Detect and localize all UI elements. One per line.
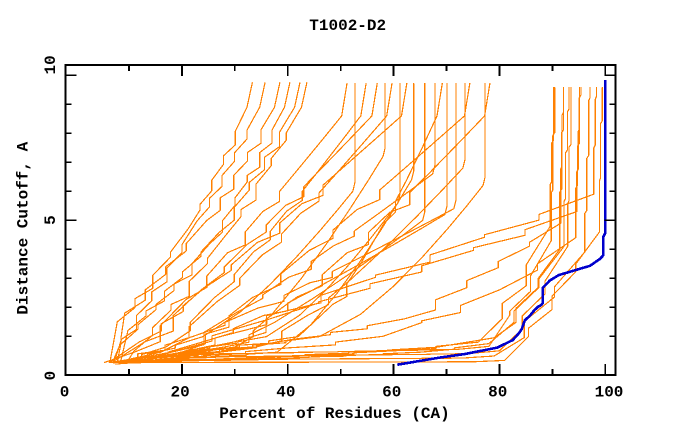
svg-text:80: 80 [488, 384, 507, 402]
svg-text:Percent of Residues (CA): Percent of Residues (CA) [219, 405, 449, 423]
svg-text:0: 0 [60, 384, 70, 402]
svg-text:20: 20 [170, 384, 189, 402]
svg-text:100: 100 [595, 384, 624, 402]
svg-text:40: 40 [276, 384, 295, 402]
svg-text:T1002-D2: T1002-D2 [309, 17, 386, 35]
svg-text:5: 5 [42, 215, 60, 225]
svg-text:10: 10 [42, 55, 60, 74]
svg-text:60: 60 [382, 384, 401, 402]
svg-text:0: 0 [42, 371, 60, 381]
svg-text:Distance Cutoff, A: Distance Cutoff, A [15, 141, 33, 314]
